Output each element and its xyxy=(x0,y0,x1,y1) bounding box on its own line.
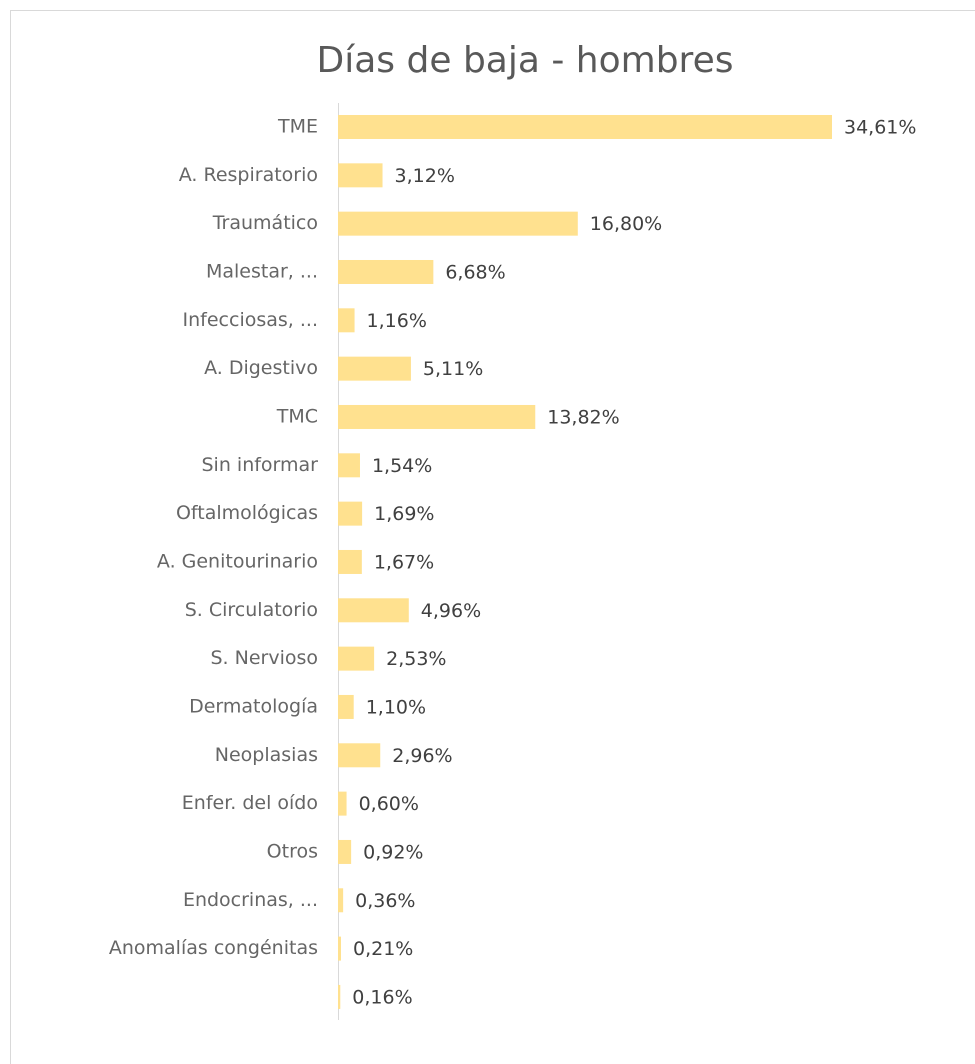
category-label: S. Circulatorio xyxy=(185,599,318,621)
bar xyxy=(338,936,341,961)
data-label: 1,67% xyxy=(374,551,434,573)
category-label: A. Genitourinario xyxy=(157,550,318,572)
chart-border xyxy=(10,10,975,1064)
data-label: 0,92% xyxy=(363,841,423,863)
data-label: 5,11% xyxy=(423,358,483,380)
data-label: 2,53% xyxy=(386,648,446,670)
bar xyxy=(338,115,832,139)
bar xyxy=(338,839,352,864)
category-label: A. Respiratorio xyxy=(179,164,318,186)
data-label: 3,12% xyxy=(395,165,455,187)
category-label: Anomalías congénitas xyxy=(109,937,318,959)
bar xyxy=(338,453,360,478)
data-label: 0,16% xyxy=(352,986,412,1008)
data-label: 1,69% xyxy=(374,503,434,525)
data-label: 4,96% xyxy=(421,600,481,622)
data-label: 1,54% xyxy=(372,455,432,477)
chart-title: Días de baja - hombres xyxy=(317,40,734,81)
bar xyxy=(338,356,411,381)
data-label: 34,61% xyxy=(844,117,916,139)
bar xyxy=(338,694,354,719)
category-label: Otros xyxy=(267,840,318,862)
category-label: Traumático xyxy=(212,212,318,234)
bar xyxy=(338,549,362,574)
data-label: 0,36% xyxy=(355,890,415,912)
data-label: 0,60% xyxy=(359,793,419,815)
data-label: 0,21% xyxy=(353,938,413,960)
data-label: 13,82% xyxy=(547,406,619,428)
bar xyxy=(338,211,578,236)
category-label: Sin informar xyxy=(202,454,319,476)
category-label: Infecciosas, ... xyxy=(183,309,318,331)
category-label: A. Digestivo xyxy=(204,357,318,379)
data-label: 1,10% xyxy=(366,696,426,718)
category-label: Endocrinas, ... xyxy=(183,889,318,911)
bar xyxy=(338,791,347,816)
category-label: Neoplasias xyxy=(215,744,318,766)
bar xyxy=(338,163,383,188)
bar xyxy=(338,984,341,1009)
category-label: TME xyxy=(277,116,318,138)
bar xyxy=(338,646,375,671)
data-label: 16,80% xyxy=(590,213,662,235)
data-label: 2,96% xyxy=(392,745,452,767)
category-label: Malestar, ... xyxy=(206,260,318,282)
bar xyxy=(338,308,355,333)
data-label: 1,16% xyxy=(367,310,427,332)
bar xyxy=(338,888,344,913)
category-label: TMC xyxy=(276,405,318,427)
category-label: Oftalmológicas xyxy=(176,502,318,524)
category-label: S. Nervioso xyxy=(210,647,318,669)
category-label: Dermatología xyxy=(189,695,318,717)
data-label: 6,68% xyxy=(445,261,505,283)
bar xyxy=(338,404,536,429)
category-label: Enfer. del oído xyxy=(182,792,318,814)
bar xyxy=(338,598,409,623)
bar xyxy=(338,259,434,284)
bar xyxy=(338,743,381,768)
bar xyxy=(338,501,363,526)
